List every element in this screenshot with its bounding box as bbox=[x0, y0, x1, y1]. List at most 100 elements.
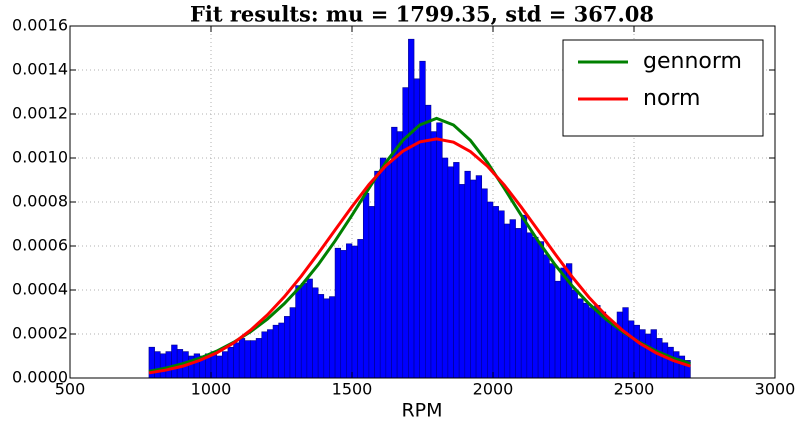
bar bbox=[447, 166, 454, 379]
bar bbox=[221, 351, 229, 379]
bar bbox=[250, 340, 257, 379]
x-axis-label: RPM bbox=[401, 400, 442, 422]
bar bbox=[532, 236, 539, 379]
bar bbox=[391, 126, 398, 379]
bar bbox=[396, 131, 404, 379]
bar bbox=[453, 162, 460, 379]
bar bbox=[244, 340, 251, 379]
bar bbox=[238, 338, 246, 379]
bar bbox=[154, 351, 161, 379]
bar bbox=[379, 157, 387, 379]
bar bbox=[509, 219, 516, 379]
bar bbox=[537, 241, 545, 379]
y-tick-label: 0.0008 bbox=[12, 192, 68, 211]
bar bbox=[639, 329, 646, 379]
bar bbox=[554, 280, 561, 379]
bar bbox=[216, 355, 223, 379]
bar bbox=[312, 287, 319, 379]
bar bbox=[475, 175, 483, 379]
y-tick-label: 0.0002 bbox=[12, 324, 68, 343]
bar bbox=[549, 263, 556, 379]
bar bbox=[594, 305, 601, 379]
bar bbox=[306, 278, 313, 379]
bar bbox=[346, 243, 353, 379]
y-tick-label: 0.0004 bbox=[12, 280, 68, 299]
bar bbox=[362, 192, 370, 379]
bar bbox=[317, 294, 325, 379]
bar bbox=[267, 329, 274, 379]
bar bbox=[673, 351, 680, 379]
bar bbox=[402, 87, 409, 379]
x-tick-label: 2000 bbox=[473, 380, 514, 399]
bar bbox=[413, 78, 420, 379]
legend-box bbox=[562, 39, 764, 137]
y-tick-label: 0.0006 bbox=[12, 236, 68, 255]
bar bbox=[227, 346, 234, 379]
bar bbox=[622, 307, 629, 379]
bar bbox=[458, 184, 466, 379]
bar bbox=[329, 296, 336, 379]
x-tick-label: 3000 bbox=[755, 380, 796, 399]
y-tick-label: 0.0010 bbox=[12, 148, 68, 167]
bar bbox=[481, 188, 488, 379]
bar bbox=[667, 346, 674, 379]
bar bbox=[171, 344, 178, 379]
bar bbox=[441, 157, 449, 379]
bar bbox=[159, 353, 167, 379]
bar bbox=[543, 254, 550, 379]
bar bbox=[165, 351, 172, 379]
bar bbox=[599, 311, 607, 379]
x-tick-label: 1500 bbox=[332, 380, 373, 399]
bar bbox=[656, 338, 663, 379]
bar bbox=[560, 267, 567, 379]
bar bbox=[419, 60, 426, 379]
bar bbox=[464, 170, 471, 379]
y-tick-label: 0.0016 bbox=[12, 16, 68, 35]
bar bbox=[408, 38, 415, 379]
bar bbox=[661, 342, 669, 379]
bar bbox=[487, 201, 494, 379]
x-tick-label: 1000 bbox=[191, 380, 232, 399]
bar bbox=[385, 162, 392, 379]
legend-label: gennorm bbox=[643, 49, 742, 74]
bar bbox=[430, 131, 437, 379]
bar bbox=[498, 210, 505, 379]
fit-curve bbox=[148, 137, 691, 375]
bar bbox=[295, 285, 302, 379]
bar bbox=[605, 320, 612, 379]
bar bbox=[255, 338, 263, 379]
bar bbox=[628, 320, 635, 379]
legend: gennorm norm bbox=[562, 39, 764, 137]
y-tick-label: 0.0012 bbox=[12, 104, 68, 123]
bar bbox=[526, 232, 533, 379]
bar bbox=[323, 298, 330, 379]
bar bbox=[272, 324, 279, 379]
bar bbox=[515, 228, 522, 379]
bar bbox=[577, 298, 584, 379]
bar bbox=[492, 206, 499, 379]
y-tick-label: 0.0014 bbox=[12, 60, 68, 79]
bar bbox=[616, 311, 624, 379]
bar bbox=[368, 206, 375, 379]
bar bbox=[436, 122, 443, 379]
bar bbox=[633, 324, 640, 379]
bar bbox=[334, 247, 342, 379]
bar bbox=[374, 170, 381, 379]
bar bbox=[261, 331, 268, 379]
x-tick-label: 500 bbox=[55, 380, 86, 399]
bar bbox=[588, 307, 595, 379]
chart-title: Fit results: mu = 1799.35, std = 367.08 bbox=[190, 2, 654, 27]
bar bbox=[611, 324, 618, 379]
bar bbox=[520, 214, 528, 379]
bar bbox=[300, 283, 308, 379]
bar bbox=[340, 250, 347, 379]
x-tick-label: 2500 bbox=[614, 380, 655, 399]
bar bbox=[644, 333, 652, 379]
bar bbox=[357, 239, 364, 379]
bar bbox=[278, 322, 285, 379]
bar bbox=[425, 104, 432, 379]
y-tick-label: 0.0000 bbox=[12, 368, 68, 387]
bar bbox=[233, 342, 240, 379]
bar bbox=[284, 316, 291, 379]
